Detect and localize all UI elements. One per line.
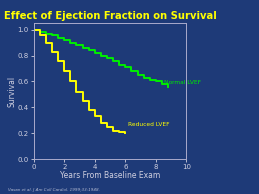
- Title: Effect of Ejection Fraction on Survival: Effect of Ejection Fraction on Survival: [4, 11, 217, 21]
- X-axis label: Years From Baseline Exam: Years From Baseline Exam: [60, 171, 160, 180]
- Text: Normal LVEF: Normal LVEF: [164, 80, 201, 85]
- Text: Vasan et al. J Am Coll Cardiol. 1999;33:1948.: Vasan et al. J Am Coll Cardiol. 1999;33:…: [8, 188, 100, 192]
- Y-axis label: Survival: Survival: [7, 76, 16, 107]
- Text: Reduced LVEF: Reduced LVEF: [128, 122, 169, 127]
